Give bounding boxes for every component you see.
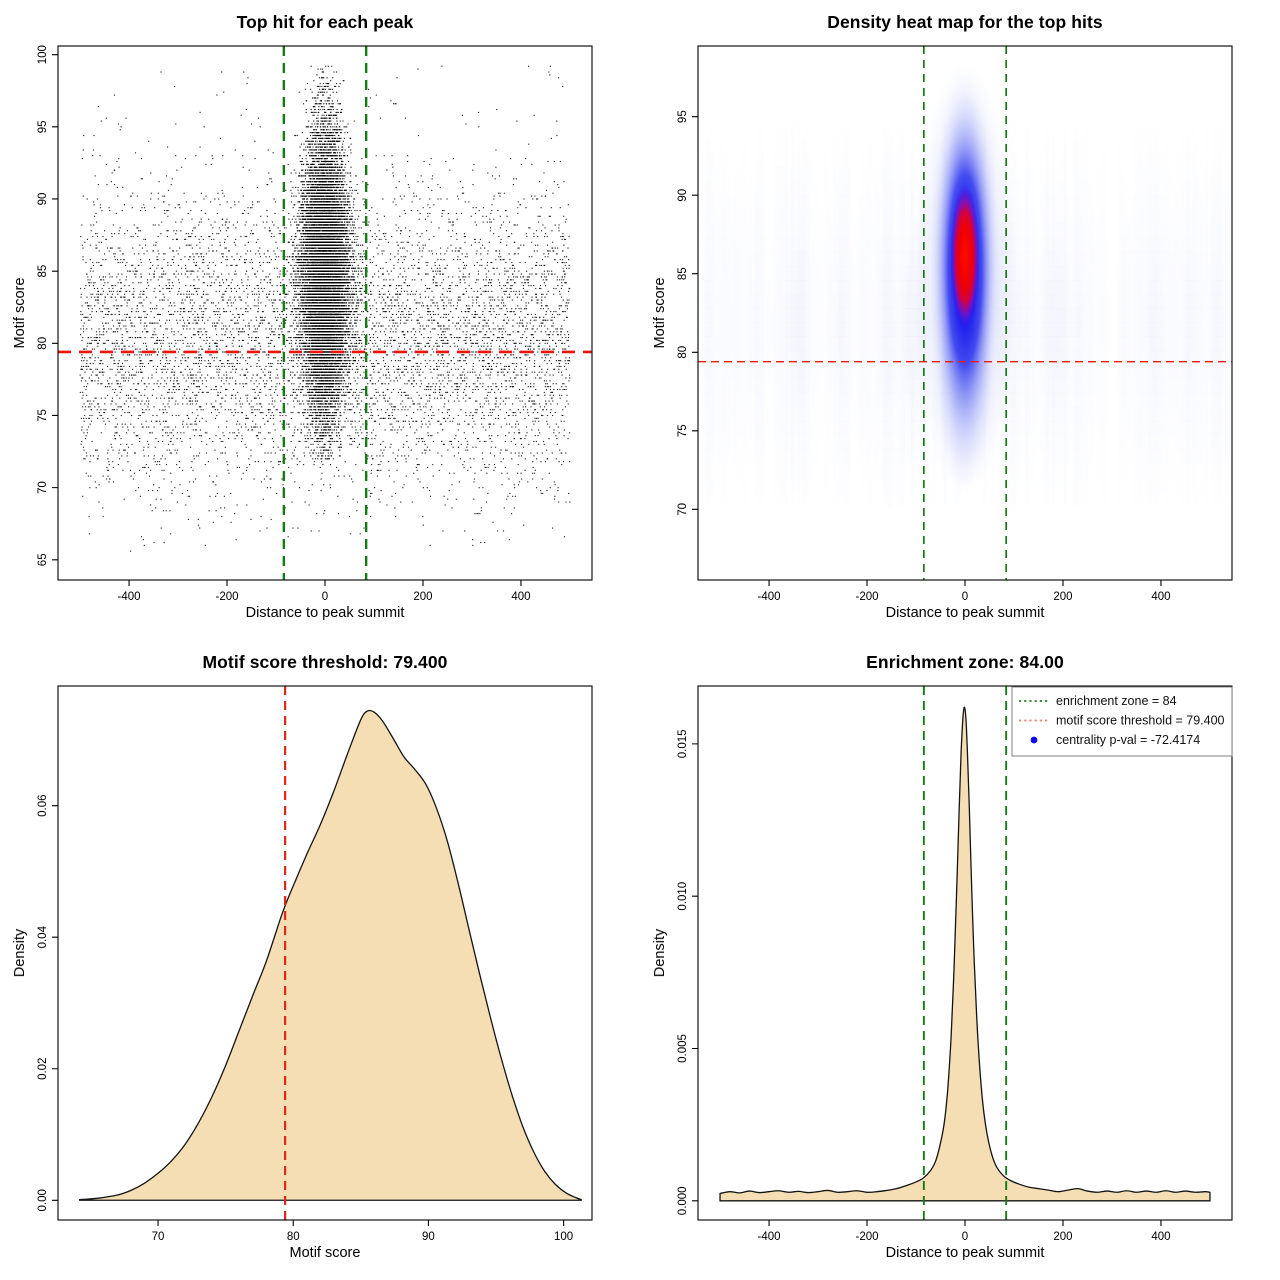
- panel-density-heatmap: Density heat map for the top hits Distan…: [640, 0, 1280, 640]
- scatter-plot-canvas: [0, 0, 640, 640]
- panel-motif-score-density: Motif score threshold: 79.400 Motif scor…: [0, 640, 640, 1280]
- panel-top-hit-scatter: Top hit for each peak Distance to peak s…: [0, 0, 640, 640]
- score-density-title: Motif score threshold: 79.400: [202, 652, 448, 672]
- score-density-x-axis-label: Motif score: [289, 1245, 361, 1261]
- scatter-plot-title: Top hit for each peak: [236, 12, 414, 32]
- scatter-y-axis-label: Motif score: [12, 277, 28, 349]
- distance-density-y-axis-label: Density: [652, 928, 668, 978]
- distance-density-canvas: [640, 640, 1280, 1280]
- distance-density-x-axis-label: Distance to peak summit: [885, 1245, 1045, 1261]
- panel-summit-distance-density: Enrichment zone: 84.00 Distance to peak …: [640, 640, 1280, 1280]
- scatter-x-axis-label: Distance to peak summit: [245, 605, 405, 621]
- score-density-canvas: [0, 640, 640, 1280]
- heatmap-x-axis-label: Distance to peak summit: [885, 605, 1045, 621]
- heatmap-title: Density heat map for the top hits: [827, 12, 1103, 32]
- score-density-y-axis-label: Density: [12, 928, 28, 978]
- distance-density-title: Enrichment zone: 84.00: [866, 652, 1064, 672]
- heatmap-y-axis-label: Motif score: [652, 277, 668, 349]
- heatmap-canvas: [640, 0, 1280, 640]
